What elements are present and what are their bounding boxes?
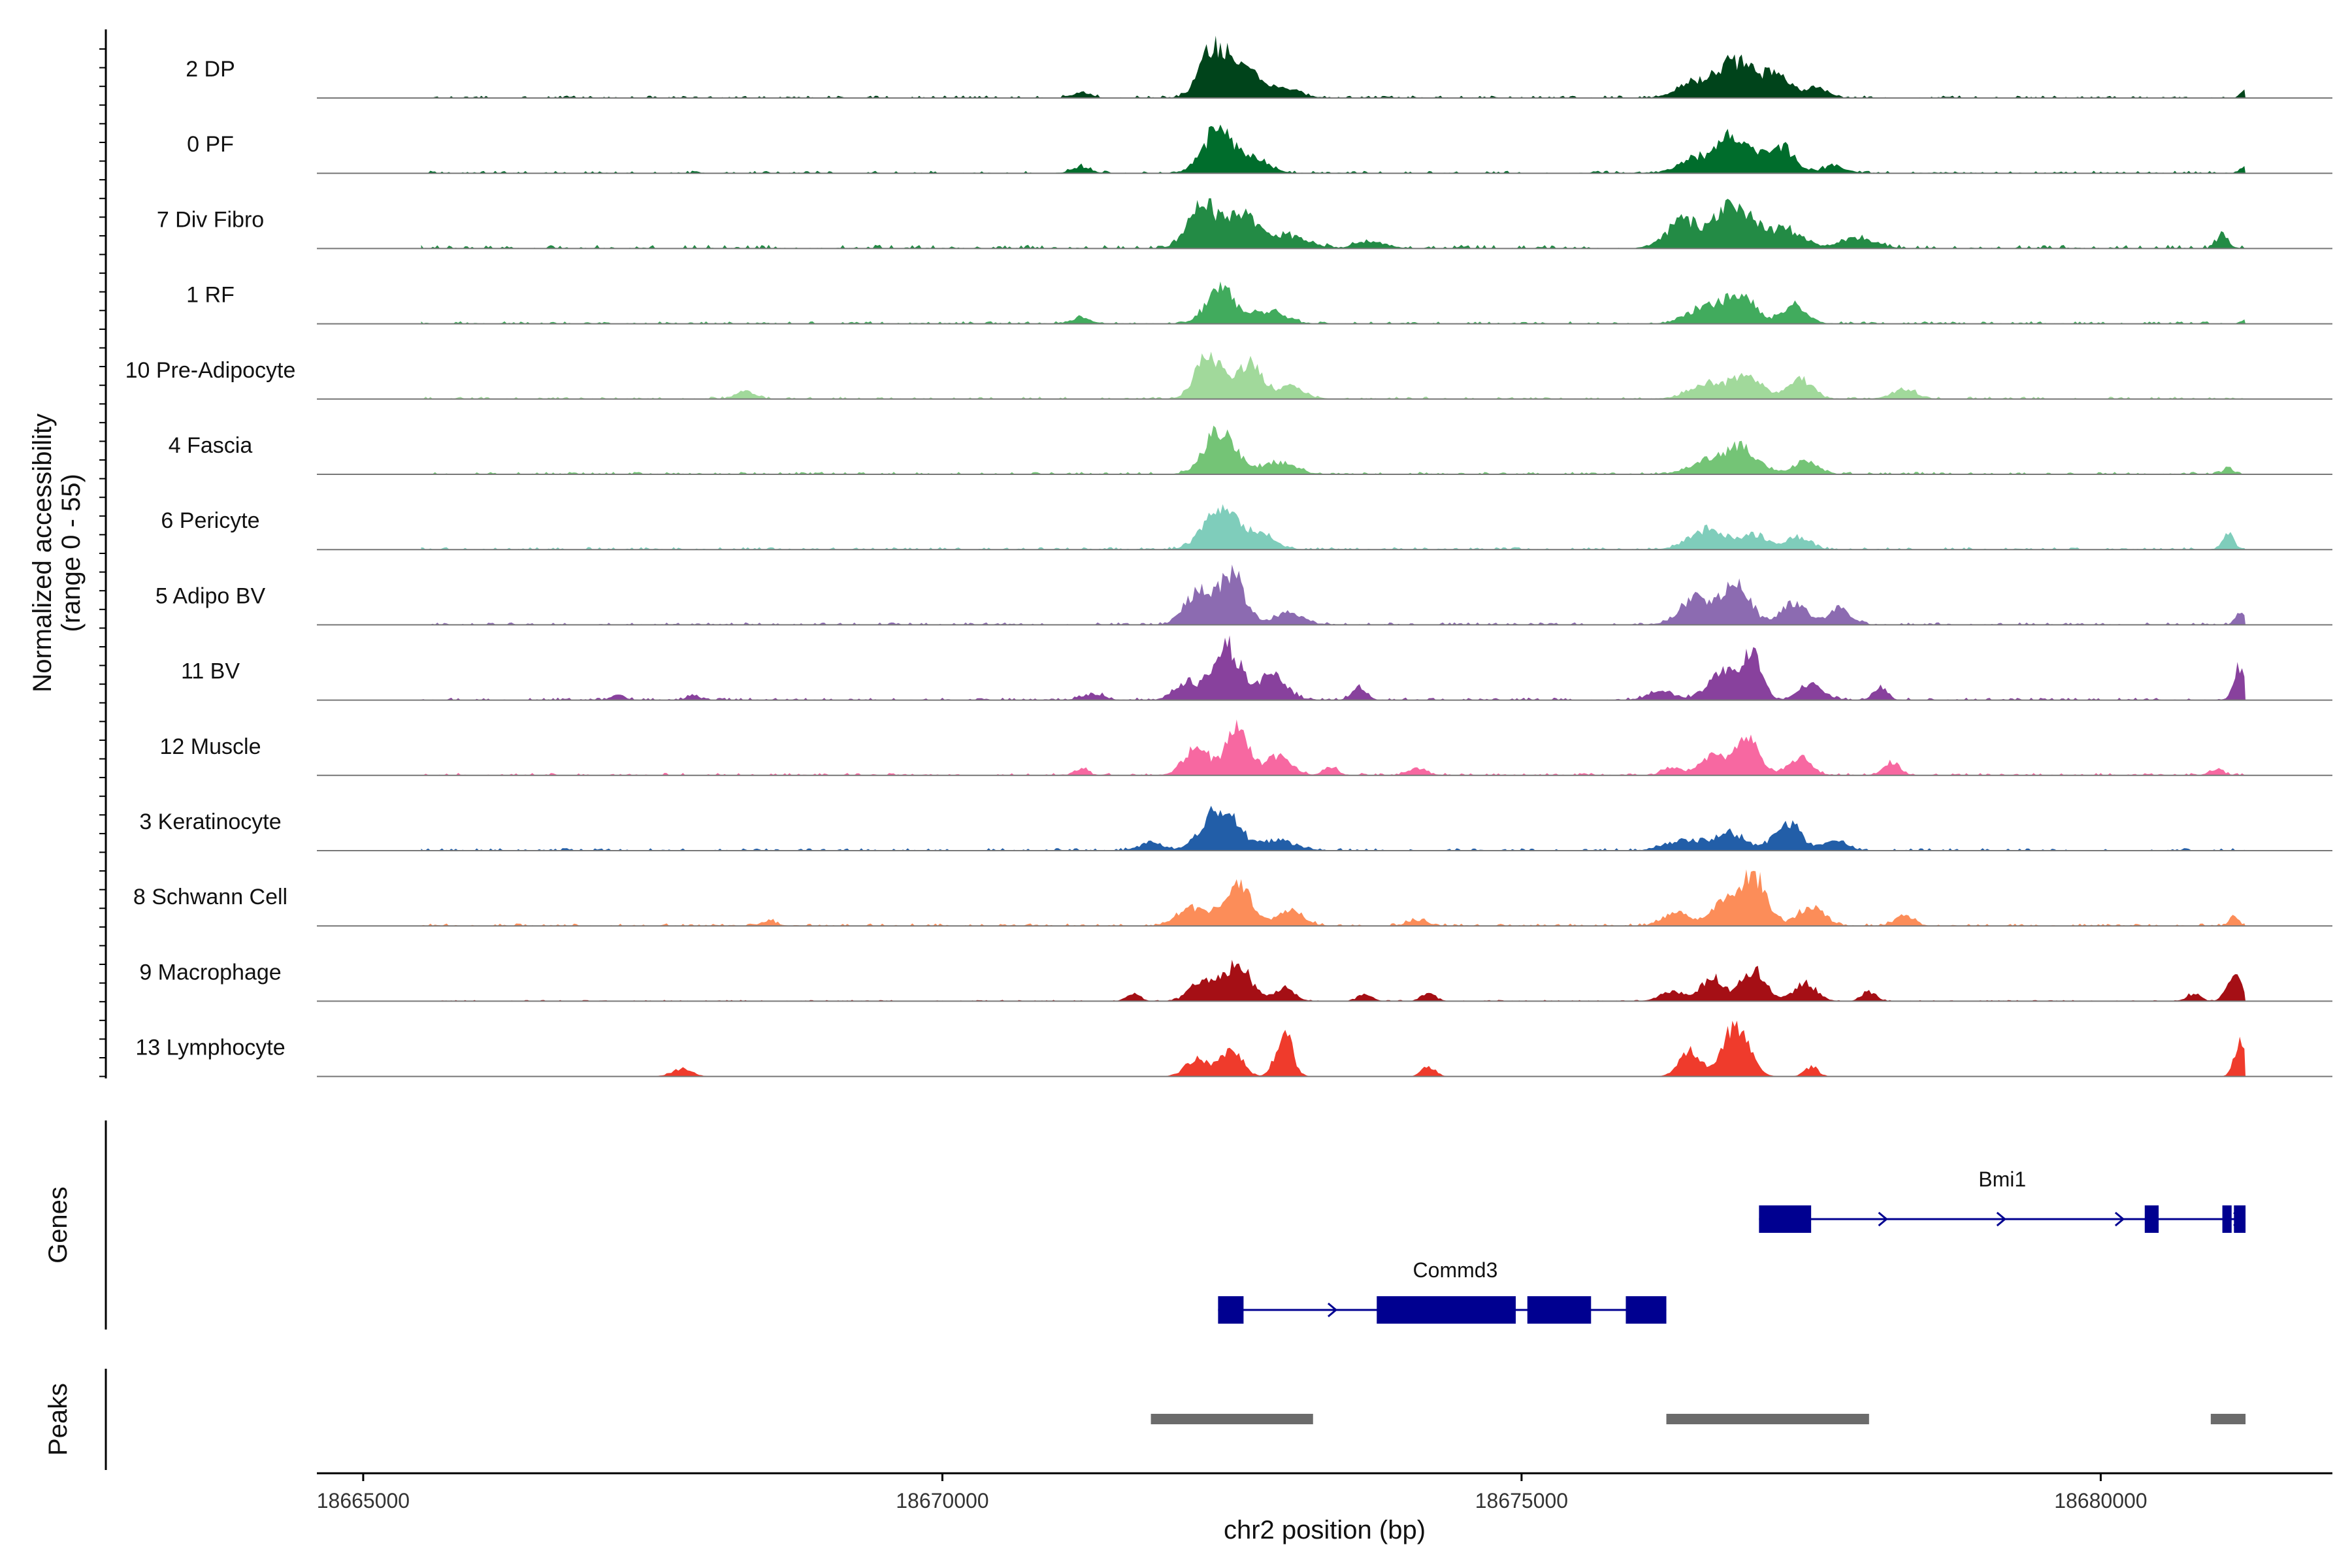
peak-interval [1666, 1414, 1869, 1424]
track-label-0-pf: 0 PF [187, 132, 234, 157]
gene-label-bmi1: Bmi1 [1978, 1168, 2026, 1191]
track-label-1-rf: 1 RF [186, 283, 235, 308]
track-10-pre-adipocyte: 10 Pre-Adipocyte [125, 351, 2332, 400]
peak-interval [2210, 1414, 2246, 1424]
coverage-area-10-pre-adipocyte [421, 351, 2246, 399]
track-label-3-keratinocyte: 3 Keratinocyte [139, 809, 281, 834]
gene-exon [1527, 1296, 1592, 1324]
track-13-lymphocyte: 13 Lymphocyte [135, 1021, 2332, 1077]
track-3-keratinocyte: 3 Keratinocyte [139, 806, 2332, 851]
track-0-pf: 0 PF [187, 124, 2332, 174]
gene-bmi1: Bmi1 [1759, 1168, 2246, 1233]
track-label-12-muscle: 12 Muscle [160, 734, 261, 759]
y-axis-title: Normalized accessibility(range 0 - 55) [28, 414, 86, 693]
genes-panel: Bmi1 Commd3 [1218, 1168, 2246, 1324]
gene-commd3: Commd3 [1218, 1258, 1667, 1324]
strand-arrow [1878, 1211, 1888, 1227]
track-label-8-schwann-cell: 8 Schwann Cell [133, 885, 287, 909]
track-label-13-lymphocyte: 13 Lymphocyte [135, 1036, 285, 1060]
x-tick-label: 18675000 [1475, 1489, 1568, 1512]
coverage-area-4-fascia [421, 425, 2246, 474]
track-6-pericyte: 6 Pericyte [161, 504, 2332, 551]
track-9-macrophage: 9 Macrophage [139, 960, 2332, 1002]
track-8-schwann-cell: 8 Schwann Cell [133, 869, 2332, 927]
x-tick-label: 18680000 [2054, 1489, 2147, 1512]
gene-exon [2234, 1205, 2246, 1233]
strand-arrow [2114, 1211, 2125, 1227]
track-2-dp: 2 DP [186, 35, 2332, 99]
gene-exon [1625, 1296, 1667, 1324]
track-4-fascia: 4 Fascia [169, 425, 2332, 475]
gene-label-commd3: Commd3 [1413, 1258, 1498, 1282]
genes-panel-label: Genes [44, 1186, 73, 1264]
gene-exon [2144, 1205, 2159, 1233]
track-label-2-dp: 2 DP [186, 57, 235, 82]
x-tick-label: 18670000 [896, 1489, 988, 1512]
coverage-area-5-adipo-bv [421, 564, 2246, 625]
y-axis-title-line2: (range 0 - 55) [57, 474, 86, 632]
track-1-rf: 1 RF [186, 281, 2332, 325]
coverage-area-8-schwann-cell [421, 869, 2246, 926]
gene-exon [1218, 1296, 1244, 1324]
coverage-area-13-lymphocyte [421, 1021, 2246, 1077]
gene-exon [2222, 1205, 2232, 1233]
track-5-adipo-bv: 5 Adipo BV [155, 564, 2332, 626]
track-label-5-adipo-bv: 5 Adipo BV [155, 583, 266, 608]
coverage-area-6-pericyte [421, 504, 2246, 550]
coverage-area-1-rf [421, 281, 2246, 324]
coverage-tracks: 2 DP 0 PF 7 Div Fibro 1 RF 10 Pre-Adipocyte 4… [125, 35, 2332, 1077]
peak-interval [1151, 1414, 1313, 1424]
axes: Normalized accessibility(range 0 - 55) Ge… [28, 29, 2332, 1544]
track-12-muscle: 12 Muscle [160, 719, 2332, 776]
peaks-panel [1151, 1414, 2246, 1424]
gene-exon [1759, 1205, 1812, 1233]
coverage-area-2-dp [421, 35, 2246, 98]
coverage-area-3-keratinocyte [421, 806, 2246, 851]
peaks-panel-label: Peaks [44, 1383, 73, 1456]
track-label-4-fascia: 4 Fascia [169, 433, 253, 458]
coverage-area-0-pf [421, 124, 2246, 174]
coverage-area-7-div-fibro [421, 198, 2246, 249]
x-tick-label: 18665000 [317, 1489, 410, 1512]
track-label-7-div-fibro: 7 Div Fibro [157, 207, 264, 232]
strand-arrow [1327, 1302, 1338, 1318]
gene-exon [1377, 1296, 1516, 1324]
track-label-10-pre-adipocyte: 10 Pre-Adipocyte [125, 358, 296, 383]
track-label-11-bv: 11 BV [181, 659, 240, 684]
x-axis-title: chr2 position (bp) [1224, 1516, 1426, 1544]
track-11-bv: 11 BV [181, 635, 2332, 701]
y-axis-title-line1: Normalized accessibility [28, 414, 57, 693]
strand-arrow [1996, 1211, 2007, 1227]
track-label-9-macrophage: 9 Macrophage [139, 960, 281, 985]
track-label-6-pericyte: 6 Pericyte [161, 508, 259, 533]
coverage-area-11-bv [421, 635, 2246, 700]
coverage-area-9-macrophage [421, 960, 2246, 1002]
coverage-area-12-muscle [421, 719, 2246, 776]
track-7-div-fibro: 7 Div Fibro [157, 198, 2332, 250]
